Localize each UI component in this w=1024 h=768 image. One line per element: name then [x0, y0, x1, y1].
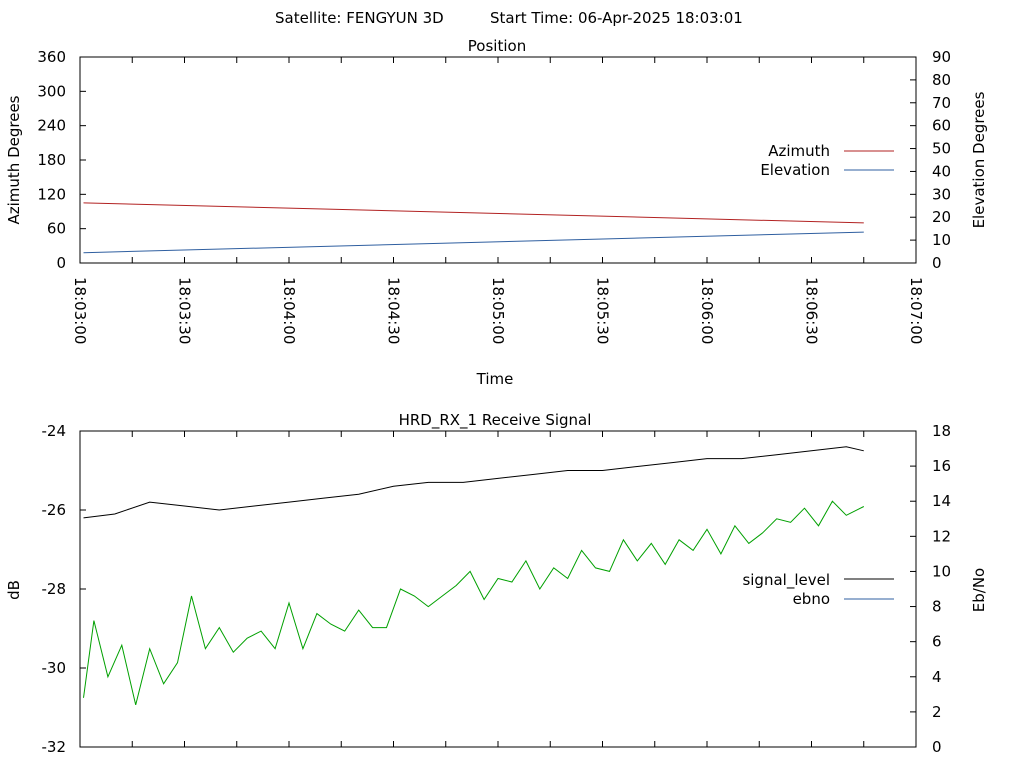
position-x-axis-label: Time	[476, 370, 514, 388]
position-y2-tick-label: 10	[932, 231, 951, 249]
header-satellite: Satellite: FENGYUN 3D	[275, 9, 444, 27]
receive-y2-tick-label: 6	[932, 633, 942, 651]
receive-y2-tick-label: 18	[932, 422, 951, 440]
position-y-axis-label: Azimuth Degrees	[5, 95, 23, 224]
receive-signal-chart: HRD_RX_1 Receive Signal -32-30-28-26-24 …	[5, 411, 988, 756]
position-y-axis: 0 60 120 180 240 300 360	[37, 48, 86, 272]
receive-y-axis-label: dB	[5, 580, 23, 600]
position-series	[83, 202, 864, 254]
receive-y-tick-label: -26	[42, 501, 67, 519]
receive-y-tick-label: -32	[42, 738, 67, 756]
position-y2-tick-label: 30	[932, 185, 951, 203]
position-y2-tick-label: 80	[932, 71, 951, 89]
position-x-axis: 18:03:00 18:03:30 18:04:00 18:04:30 18:05:00…	[71, 57, 925, 344]
receive-y2-tick-label: 16	[932, 457, 951, 475]
position-x-tick-label: 18:03:30	[176, 277, 194, 344]
position-y2-tick-label: 0	[932, 254, 942, 272]
receive-x-axis	[131, 431, 865, 747]
legend-signal-level-label: signal_level	[742, 571, 830, 590]
position-x-tick-label: 18:04:00	[280, 277, 298, 344]
position-y-tick-label: 360	[37, 48, 66, 66]
receive-y2-tick-label: 4	[932, 668, 942, 686]
position-plot-frame	[79, 56, 917, 264]
receive-y2-tick-label: 0	[932, 738, 942, 756]
receive-series	[83, 446, 865, 706]
position-y-tick-label: 60	[47, 220, 66, 238]
receive-y2-tick-label: 10	[932, 562, 951, 580]
legend-azimuth-label: Azimuth	[768, 142, 830, 160]
position-y2-tick-label: 40	[932, 162, 951, 180]
receive-y2-tick-label: 14	[932, 492, 951, 510]
series-elevation-line	[83, 231, 864, 254]
receive-y-tick-label: -28	[42, 580, 67, 598]
series-signal-level-line	[83, 446, 864, 519]
position-x-tick-label: 18:03:00	[71, 277, 89, 344]
receive-y2-axis: 0 2 4 6 8 10 12 14 16 18	[910, 422, 951, 756]
position-x-tick-label: 18:07:00	[907, 277, 925, 344]
position-y2-tick-label: 20	[932, 208, 951, 226]
position-y2-axis-label: Elevation Degrees	[970, 91, 988, 228]
position-y-tick-label: 240	[37, 117, 66, 135]
receive-y2-tick-label: 8	[932, 598, 942, 616]
position-y2-axis: 0 10 20 30 40 50 60 70 80 90	[910, 48, 951, 272]
receive-y2-tick-label: 12	[932, 527, 951, 545]
position-y2-tick-label: 90	[932, 48, 951, 66]
position-y2-tick-label: 60	[932, 117, 951, 135]
series-ebno-line	[83, 500, 865, 706]
legend-ebno-label: ebno	[793, 590, 830, 608]
legend-elevation-label: Elevation	[760, 161, 830, 179]
receive-y-tick-label: -30	[42, 659, 67, 677]
position-x-tick-label: 18:04:30	[385, 277, 403, 344]
position-x-tick-label: 18:06:00	[698, 277, 716, 344]
position-y-tick-label: 300	[37, 82, 66, 100]
position-x-tick-label: 18:05:00	[489, 277, 507, 344]
receive-y-tick-label: -24	[42, 422, 67, 440]
position-y-tick-label: 0	[56, 254, 66, 272]
series-azimuth-line	[83, 202, 864, 224]
header-start-time: Start Time: 06-Apr-2025 18:03:01	[490, 9, 743, 27]
receive-y-axis: -32 -30 -28 -26 -24	[42, 422, 86, 756]
position-y-tick-label: 120	[37, 185, 66, 203]
position-y2-tick-label: 50	[932, 140, 951, 158]
position-x-tick-label: 18:06:30	[803, 277, 821, 344]
position-chart-title: Position	[468, 37, 526, 55]
position-chart: Position 18:03:00 18:03:30 18:04:00 18:04:3…	[5, 37, 988, 388]
receive-y2-tick-label: 2	[932, 703, 942, 721]
receive-signal-chart-title: HRD_RX_1 Receive Signal	[399, 411, 592, 430]
position-x-tick-label: 18:05:30	[594, 277, 612, 344]
position-y-tick-label: 180	[37, 151, 66, 169]
position-y2-tick-label: 70	[932, 94, 951, 112]
receive-y2-axis-label: Eb/No	[970, 568, 988, 612]
